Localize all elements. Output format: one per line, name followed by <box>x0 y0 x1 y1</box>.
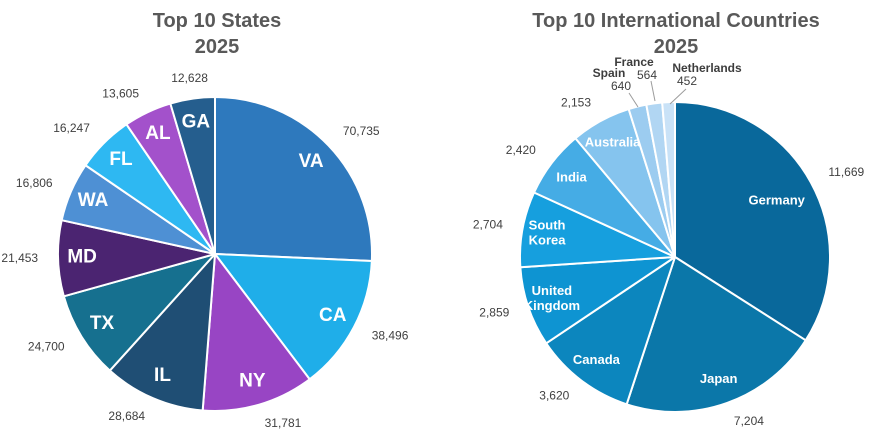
slice-label-india: India <box>556 170 587 185</box>
value-label-md: 21,453 <box>1 251 38 265</box>
value-label-il: 28,684 <box>108 409 145 423</box>
pie-slice-il[interactable] <box>108 253 216 412</box>
callout-label-spain: Spain <box>593 66 626 80</box>
value-label-canada: 3,620 <box>539 389 569 403</box>
slice-label-south-korea: South Korea <box>529 218 567 248</box>
callout-label-netherlands: Netherlands <box>672 61 742 75</box>
slice-label-wa: WA <box>78 190 109 211</box>
value-label-fl: 16,247 <box>53 121 90 135</box>
pie-slice-japan[interactable] <box>625 256 807 413</box>
slice-label-united-kingdom: United Kingdom <box>524 283 580 313</box>
callout-value-netherlands: 452 <box>677 74 697 88</box>
pie-slice-ny[interactable] <box>201 253 311 412</box>
pie-chart-top-10-international-countries: Top 10 International Countries 2025 German… <box>473 10 865 428</box>
slice-label-va: VA <box>299 151 324 172</box>
value-label-australia: 2,153 <box>561 96 591 110</box>
leader-line-netherlands <box>669 88 687 105</box>
value-label-va: 70,735 <box>343 124 380 138</box>
pie-slice-canada[interactable] <box>545 256 676 406</box>
value-label-al: 13,605 <box>102 86 139 100</box>
callout-label-france: France <box>614 55 654 69</box>
slice-label-al: AL <box>145 123 171 144</box>
pie-slice-tx[interactable] <box>62 253 216 372</box>
slice-label-canada: Canada <box>573 352 621 367</box>
slice-label-tx: TX <box>90 313 115 334</box>
chart-title: Top 10 States <box>153 10 282 32</box>
chart-subtitle: 2025 <box>195 36 240 58</box>
chart-subtitle: 2025 <box>654 36 699 58</box>
slice-label-australia: Australia <box>585 134 641 149</box>
value-label-south-korea: 2,704 <box>473 218 503 232</box>
value-label-united-kingdom: 2,859 <box>479 306 509 320</box>
value-label-japan: 7,204 <box>734 414 764 428</box>
slice-label-fl: FL <box>109 149 133 170</box>
callout-value-france: 564 <box>637 68 657 82</box>
value-label-ca: 38,496 <box>372 329 409 343</box>
value-label-germany: 11,669 <box>828 165 864 179</box>
slice-label-ny: NY <box>239 371 266 392</box>
slice-label-germany: Germany <box>749 193 806 208</box>
pie-slice-va[interactable] <box>214 96 373 262</box>
slice-label-ca: CA <box>319 305 347 326</box>
value-label-ny: 31,781 <box>265 416 302 430</box>
callout-value-spain: 640 <box>611 79 631 93</box>
pie-slice-ga[interactable] <box>169 96 216 255</box>
value-label-ga: 12,628 <box>171 71 208 85</box>
leader-line-france <box>650 80 656 102</box>
slice-label-ga: GA <box>182 111 211 132</box>
slice-label-japan: Japan <box>700 371 738 386</box>
leader-line-spain <box>628 92 639 108</box>
value-label-india: 2,420 <box>506 143 536 157</box>
pie-chart-top-10-states: Top 10 States 2025 VA 70,735 CA 38,496 NY 31,78… <box>1 10 409 430</box>
chart-title: Top 10 International Countries <box>532 10 819 32</box>
pie-slice-ca[interactable] <box>214 253 373 381</box>
slice-label-il: IL <box>154 365 171 386</box>
slice-label-md: MD <box>67 247 97 268</box>
value-label-wa: 16,806 <box>16 176 53 190</box>
pie-slice-netherlands[interactable] <box>661 100 676 258</box>
value-label-tx: 24,700 <box>28 339 65 353</box>
